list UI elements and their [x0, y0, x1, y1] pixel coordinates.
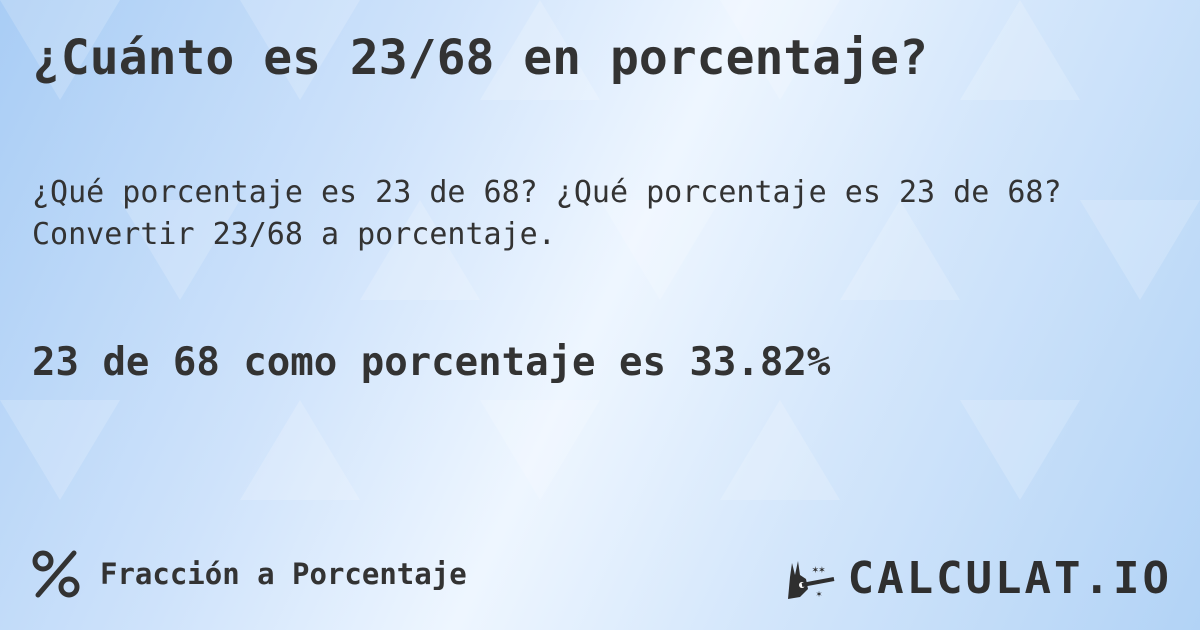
svg-text:✶: ✶ [816, 589, 822, 600]
logo-text: CALCULAT.IO [847, 553, 1172, 604]
result-text: 23 de 68 como porcentaje es 33.82% [32, 340, 831, 385]
question-text: ¿Qué porcentaje es 23 de 68? ¿Qué porcen… [32, 175, 1062, 252]
percent-icon [32, 550, 80, 598]
magic-hand-wand-icon: ✶✶ ✶ [787, 560, 834, 600]
calculat-io-logo[interactable]: ✶✶ ✶ CALCULAT.IO [786, 553, 1172, 604]
svg-text:✶✶: ✶✶ [812, 563, 826, 576]
page-title: ¿Cuánto es 23/68 en porcentaje? [32, 30, 928, 86]
category-link[interactable]: Fracción a Porcentaje [30, 548, 467, 600]
category-label: Fracción a Porcentaje [100, 557, 467, 591]
